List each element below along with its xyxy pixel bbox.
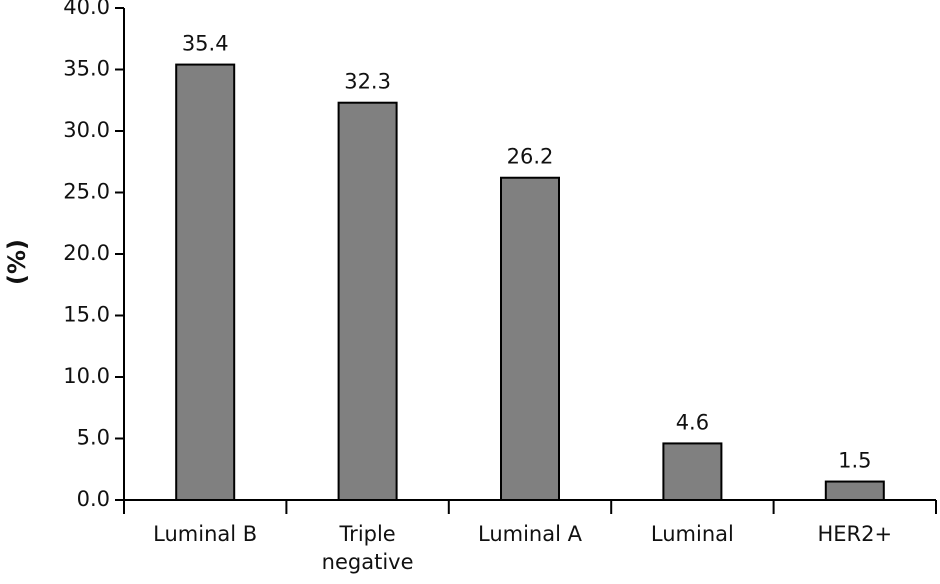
y-tick-label: 5.0 — [77, 426, 110, 450]
y-tick-label: 30.0 — [63, 118, 110, 142]
y-tick-label: 10.0 — [63, 364, 110, 388]
y-tick-label: 25.0 — [63, 180, 110, 204]
bar — [662, 442, 723, 502]
y-axis-label: (%) — [3, 239, 31, 285]
x-tick-label: Luminal B — [153, 522, 258, 546]
x-tick-label: HER2+ — [817, 522, 893, 546]
x-tick-label: Luminal A — [478, 522, 582, 546]
x-tick-label: Luminal — [650, 522, 734, 546]
bar — [175, 63, 236, 502]
y-tick-label: 40.0 — [63, 0, 110, 19]
y-tick-label: 0.0 — [77, 487, 110, 511]
value-label: 32.3 — [344, 70, 391, 94]
value-label: 1.5 — [838, 449, 871, 473]
bar — [337, 101, 398, 502]
x-tick-label: Triple negative — [321, 522, 414, 574]
y-tick-label: 15.0 — [63, 303, 110, 327]
value-label: 35.4 — [182, 32, 229, 56]
bar — [500, 176, 560, 502]
y-tick-label: 20.0 — [63, 241, 110, 265]
value-label: 26.2 — [507, 145, 554, 169]
value-label: 4.6 — [676, 410, 709, 434]
bar — [824, 480, 885, 501]
y-tick-label: 35.0 — [63, 57, 110, 81]
